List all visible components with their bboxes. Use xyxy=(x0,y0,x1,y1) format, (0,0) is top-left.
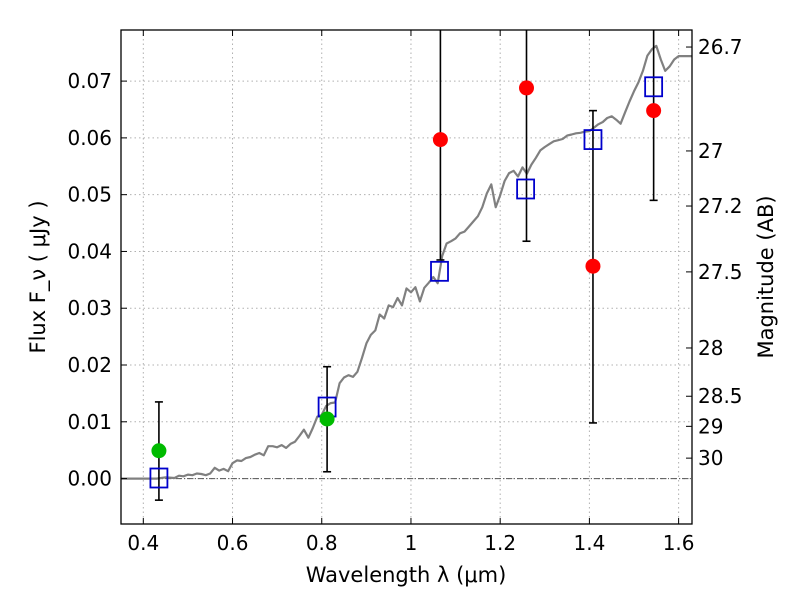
x-tick-label: 1 xyxy=(405,531,418,555)
y-tick-label: 0.01 xyxy=(67,410,112,434)
right-tick-label: 27.2 xyxy=(698,194,743,218)
y-tick-label: 0.00 xyxy=(67,467,112,491)
observed-detection-point xyxy=(432,132,448,148)
observed-low-point xyxy=(319,411,335,427)
right-tick-label: 27 xyxy=(698,139,723,163)
observed-detection-point xyxy=(585,258,601,274)
y-tick-label: 0.06 xyxy=(67,126,112,150)
y-tick-label: 0.05 xyxy=(67,183,112,207)
plot-area xyxy=(121,30,692,501)
x-tick-label: 1.2 xyxy=(484,531,516,555)
x-tick-label: 0.8 xyxy=(306,531,338,555)
x-tick-label: 0.6 xyxy=(217,531,249,555)
model-point-square xyxy=(516,178,536,200)
observed-detection-point xyxy=(646,103,662,119)
y-axis-label: Flux F_ν ( μJy ) xyxy=(26,200,51,353)
ticks: 0.4 0.6 0.8 1 1.2 1.4 1.6 0.00 0.01 0.02 0.03 0.04 0… xyxy=(67,30,743,555)
model-sed-line xyxy=(121,44,692,480)
x-axis-label: Wavelength λ (μm) xyxy=(306,563,507,587)
observed-low-point xyxy=(151,443,167,459)
grid xyxy=(121,30,692,524)
y-tick-label: 0.02 xyxy=(67,353,112,377)
model-point-square xyxy=(583,129,603,150)
y-tick-label: 0.07 xyxy=(67,69,112,93)
right-tick-label: 28.5 xyxy=(698,384,743,408)
model-point-square xyxy=(644,76,664,98)
y-tick-label: 0.04 xyxy=(67,239,112,263)
plot-frame xyxy=(120,29,693,525)
model-point-square xyxy=(430,260,449,282)
right-tick-label: 29 xyxy=(698,414,723,438)
x-tick-label: 1.6 xyxy=(663,531,695,555)
y-tick-label: 0.03 xyxy=(67,296,112,320)
right-tick-label: 27.5 xyxy=(698,260,743,284)
model-point-square xyxy=(149,467,169,489)
x-tick-label: 0.4 xyxy=(127,531,159,555)
right-tick-label: 26.7 xyxy=(698,35,743,59)
observed-detection-point xyxy=(518,80,534,96)
right-tick-label: 28 xyxy=(698,336,723,360)
right-tick-label: 30 xyxy=(698,446,723,470)
x-tick-label: 1.4 xyxy=(573,531,605,555)
y-axis-right-label: Magnitude (AB) xyxy=(754,195,778,358)
